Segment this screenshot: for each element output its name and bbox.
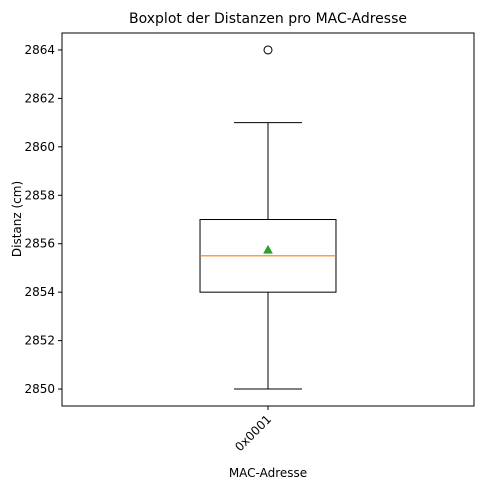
box-series	[199, 45, 337, 390]
outlier-point	[263, 45, 273, 55]
y-tick-label: 2860	[24, 140, 55, 154]
x-tick-label: 0x0001	[232, 412, 274, 454]
box-0x0001	[199, 45, 337, 390]
y-tick-label: 2854	[24, 285, 55, 299]
y-tick-label: 2856	[24, 237, 55, 251]
y-tick-label: 2864	[24, 43, 55, 57]
y-tick-label: 2852	[24, 334, 55, 348]
mean-marker	[263, 244, 273, 254]
y-tick-label: 2862	[24, 91, 55, 105]
y-axis: 2850 2852 2854 2856 2858 2860 2862 2864	[24, 43, 62, 396]
y-tick-label: 2850	[24, 382, 55, 396]
chart-title: Boxplot der Distanzen pro MAC-Adresse	[129, 11, 407, 27]
y-axis-label: Distanz (cm)	[10, 181, 24, 257]
x-axis-label: MAC-Adresse	[229, 466, 307, 480]
y-tick-label: 2858	[24, 188, 55, 202]
x-axis: 0x0001	[232, 406, 274, 454]
